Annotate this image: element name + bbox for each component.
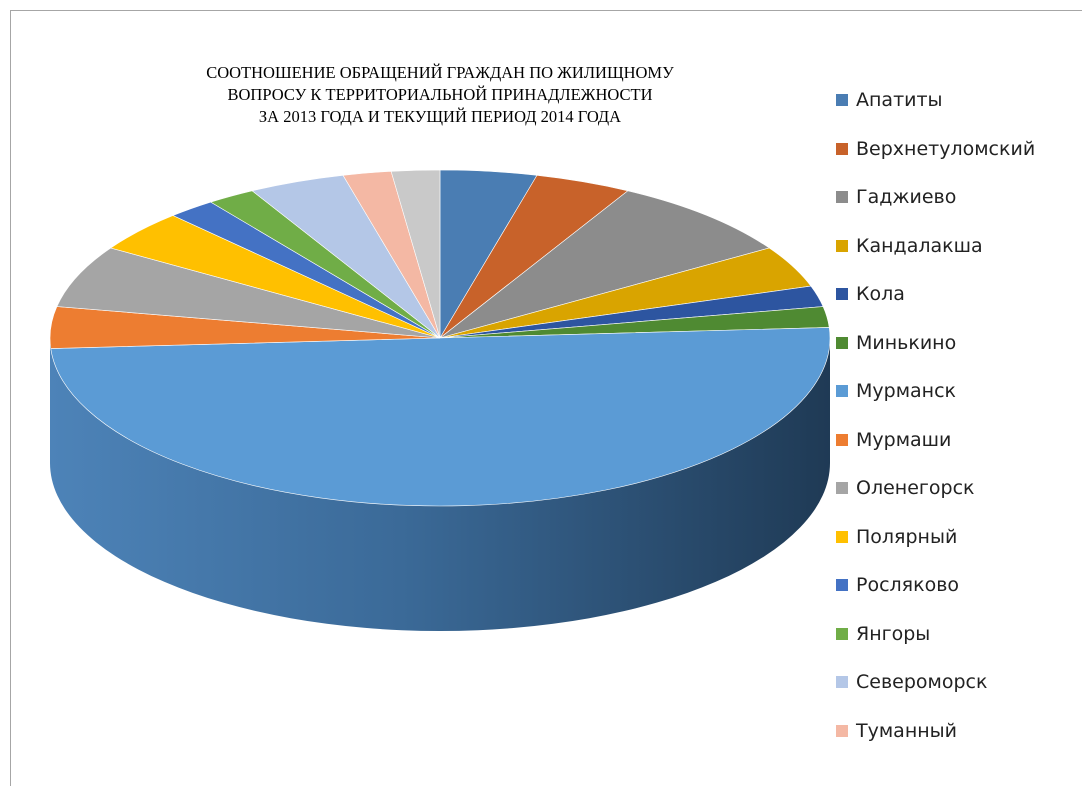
legend-label: Кола (856, 283, 905, 306)
legend-label: Мурманск (856, 380, 957, 403)
legend-item: Мурмаши (836, 416, 1035, 465)
chart-title: СООТНОШЕНИЕ ОБРАЩЕНИЙ ГРАЖДАН ПО ЖИЛИЩНО… (85, 62, 795, 128)
legend-item: Кандалакша (836, 222, 1035, 271)
chart-title-line-2: ВОПРОСУ К ТЕРРИТОРИАЛЬНОЙ ПРИНАДЛЕЖНОСТИ (227, 85, 653, 104)
legend-item: Росляково (836, 561, 1035, 610)
legend-item: Туманный (836, 707, 1035, 756)
legend-label: Минькино (856, 331, 957, 354)
legend-swatch (836, 433, 848, 446)
legend-label: Оленегорск (856, 477, 975, 500)
legend-swatch (836, 288, 848, 301)
chart-legend: Апатиты Верхнетуломский Гаджиево Кандалакша… (836, 76, 1035, 755)
legend-label: Мурмаши (856, 428, 952, 451)
legend-swatch (836, 579, 848, 592)
legend-swatch (836, 239, 848, 252)
pie-slice-15 (390, 169, 441, 339)
legend-label: Янгоры (856, 622, 931, 645)
legend-item: Мурманск (836, 367, 1035, 416)
legend-label: Североморск (856, 671, 988, 694)
legend-item: Кола (836, 270, 1035, 319)
pie-side-wall (50, 338, 830, 631)
chart-frame (10, 10, 1082, 786)
legend-item: Янгоры (836, 610, 1035, 659)
chart-title-line-3: ЗА 2013 ГОДА И ТЕКУЩИЙ ПЕРИОД 2014 ГОДА (258, 107, 622, 126)
pie-slice-3 (439, 190, 770, 339)
legend-swatch (836, 385, 848, 398)
legend-item: Североморск (836, 658, 1035, 707)
legend-swatch (836, 191, 848, 204)
legend-swatch (836, 336, 848, 349)
legend-item: Гаджиево (836, 173, 1035, 222)
legend-item: Минькино (836, 319, 1035, 368)
chart-title-line-1: СООТНОШЕНИЕ ОБРАЩЕНИЙ ГРАЖДАН ПО ЖИЛИЩНО… (206, 63, 674, 82)
legend-swatch (836, 724, 848, 737)
legend-swatch (836, 530, 848, 543)
legend-label: Туманный (856, 719, 958, 742)
legend-item: Верхнетуломский (836, 125, 1035, 174)
legend-label: Росляково (856, 574, 960, 597)
legend-item: Полярный (836, 513, 1035, 562)
pie-slice-7 (50, 327, 831, 507)
legend-swatch (836, 627, 848, 640)
legend-swatch (836, 142, 848, 155)
legend-label: Апатиты (856, 89, 943, 112)
legend-label: Верхнетуломский (856, 137, 1036, 160)
legend-item: Апатиты (836, 76, 1035, 125)
legend-swatch (836, 676, 848, 689)
pie-slice-9 (56, 247, 441, 339)
legend-label: Гаджиево (856, 186, 957, 209)
legend-label: Полярный (856, 525, 958, 548)
legend-item: Оленегорск (836, 464, 1035, 513)
legend-swatch (836, 482, 848, 495)
legend-swatch (836, 94, 848, 107)
legend-label: Кандалакша (856, 234, 983, 257)
